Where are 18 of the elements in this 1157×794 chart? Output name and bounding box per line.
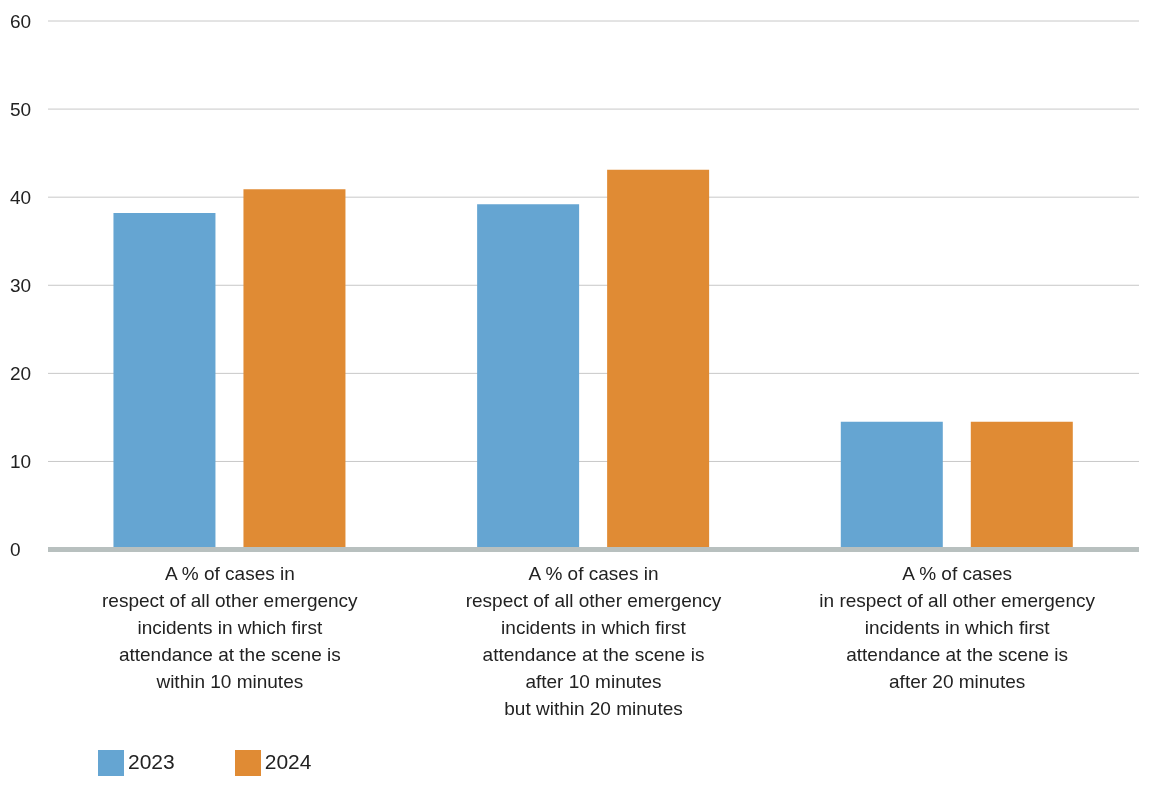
x-tick-label: A % of cases in respect of all other emergency incidents in which first attendance at the scene is after 20 minutes (819, 562, 1096, 692)
bar (243, 189, 346, 550)
x-tick-label: A % of cases in respect of all other emergency incidents in which first attendance at the scene is after 10 minutes but within 20 minutes (465, 562, 722, 719)
x-tick-label: A % of cases in respect of all other emergency incidents in which first attendance at the scene is within 10 minutes (102, 562, 359, 692)
bar (113, 213, 216, 550)
bar (477, 204, 580, 550)
y-tick-label: 20 (10, 363, 32, 385)
bar (840, 421, 943, 550)
legend-label: 2024 (264, 749, 312, 773)
bar (607, 169, 710, 550)
y-tick-label: 40 (10, 186, 32, 208)
y-tick-label: 50 (10, 98, 32, 120)
y-tick-label: 60 (10, 10, 32, 32)
y-tick-label: 30 (10, 275, 32, 297)
bar (970, 421, 1073, 550)
y-tick-label: 0 (10, 539, 21, 561)
y-tick-label: 10 (10, 451, 32, 473)
legend-label: 2023 (128, 749, 175, 773)
